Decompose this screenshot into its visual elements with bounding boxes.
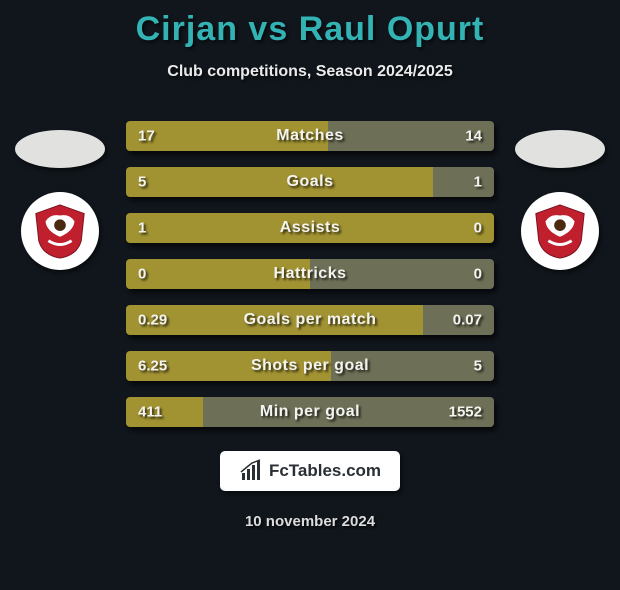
- stat-value-right: 14: [465, 128, 482, 145]
- stat-value-right: 1: [474, 174, 482, 191]
- stat-row: Assists 1 0: [126, 213, 494, 243]
- player2-name: Raul Opurt: [299, 10, 485, 48]
- stat-label: Matches: [276, 127, 344, 145]
- stat-value-left: 17: [138, 128, 155, 145]
- stat-row: Goals 5 1: [126, 167, 494, 197]
- stat-value-right: 5: [474, 358, 482, 375]
- chart-icon: [239, 459, 263, 483]
- stat-value-left: 0.29: [138, 312, 167, 329]
- stat-row: Min per goal 411 1552: [126, 397, 494, 427]
- stat-value-left: 0: [138, 266, 146, 283]
- stat-label: Goals per match: [244, 311, 377, 329]
- stat-value-left: 411: [138, 404, 162, 421]
- stat-label: Min per goal: [260, 403, 360, 421]
- stat-value-left: 5: [138, 174, 146, 191]
- stat-label: Hattricks: [274, 265, 347, 283]
- stat-label: Shots per goal: [251, 357, 369, 375]
- date-label: 10 november 2024: [0, 513, 620, 530]
- stat-row: Goals per match 0.29 0.07: [126, 305, 494, 335]
- stat-value-right: 0: [474, 266, 482, 283]
- stat-value-right: 0.07: [453, 312, 482, 329]
- stat-bar-left: [126, 167, 433, 197]
- subtitle: Club competitions, Season 2024/2025: [0, 63, 620, 81]
- stat-bar-right: [433, 167, 494, 197]
- stat-label: Assists: [280, 219, 340, 237]
- stat-row: Matches 17 14: [126, 121, 494, 151]
- stats-chart: Matches 17 14 Goals 5 1 Assists 1 0 Hattricks 0 0 Go…: [0, 121, 620, 427]
- stat-row: Shots per goal 6.25 5: [126, 351, 494, 381]
- stat-value-left: 1: [138, 220, 146, 237]
- stat-row: Hattricks 0 0: [126, 259, 494, 289]
- stat-value-left: 6.25: [138, 358, 167, 375]
- comparison-title: Cirjan vs Raul Opurt: [0, 10, 620, 49]
- player1-name: Cirjan: [136, 10, 238, 48]
- stat-label: Goals: [287, 173, 334, 191]
- stat-value-right: 1552: [449, 404, 482, 421]
- stat-value-right: 0: [474, 220, 482, 237]
- source-label: FcTables.com: [269, 461, 381, 481]
- source-badge: FcTables.com: [220, 451, 400, 491]
- vs-label: vs: [248, 10, 288, 48]
